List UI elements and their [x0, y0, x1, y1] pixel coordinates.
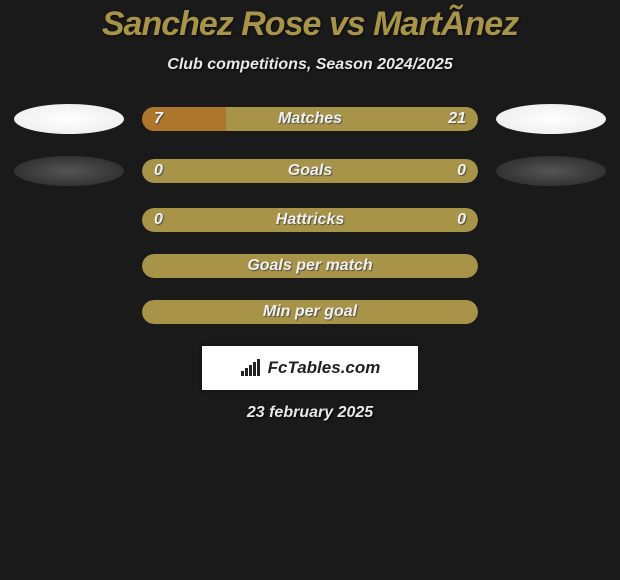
player-right-marker	[496, 156, 606, 186]
stat-row: 0 0 Goals	[0, 156, 620, 186]
stat-value-right: 0	[457, 211, 466, 229]
stat-bars-list: 7 21 Matches 0 0 Goals 0 0 Hattricks Goals per ma…	[0, 104, 620, 324]
stat-bar: Goals per match	[142, 254, 478, 278]
bar-chart-icon	[240, 359, 262, 377]
stat-row: 7 21 Matches	[0, 104, 620, 134]
player-right-marker	[496, 104, 606, 134]
stat-value-right: 0	[457, 162, 466, 180]
page-title: Sanchez Rose vs MartÃ­nez	[0, 5, 620, 44]
stat-row: Min per goal	[0, 300, 620, 324]
comparison-infographic: Sanchez Rose vs MartÃ­nez Club competiti…	[0, 0, 620, 422]
stat-label: Goals	[288, 162, 332, 180]
stat-bar: 0 0 Goals	[142, 159, 478, 183]
stat-label: Matches	[278, 110, 342, 128]
stat-value-left: 0	[154, 211, 163, 229]
date-text: 23 february 2025	[0, 404, 620, 422]
stat-row: Goals per match	[0, 254, 620, 278]
stat-value-right: 21	[448, 110, 466, 128]
stat-label: Goals per match	[247, 257, 372, 275]
source-badge: FcTables.com	[202, 346, 418, 390]
stat-row: 0 0 Hattricks	[0, 208, 620, 232]
player-left-marker	[14, 156, 124, 186]
stat-bar: Min per goal	[142, 300, 478, 324]
stat-label: Hattricks	[276, 211, 344, 229]
badge-text: FcTables.com	[268, 358, 381, 378]
stat-bar: 0 0 Hattricks	[142, 208, 478, 232]
stat-bar: 7 21 Matches	[142, 107, 478, 131]
subtitle: Club competitions, Season 2024/2025	[0, 56, 620, 74]
stat-value-left: 7	[154, 110, 163, 128]
player-left-marker	[14, 104, 124, 134]
stat-label: Min per goal	[263, 303, 357, 321]
stat-value-left: 0	[154, 162, 163, 180]
